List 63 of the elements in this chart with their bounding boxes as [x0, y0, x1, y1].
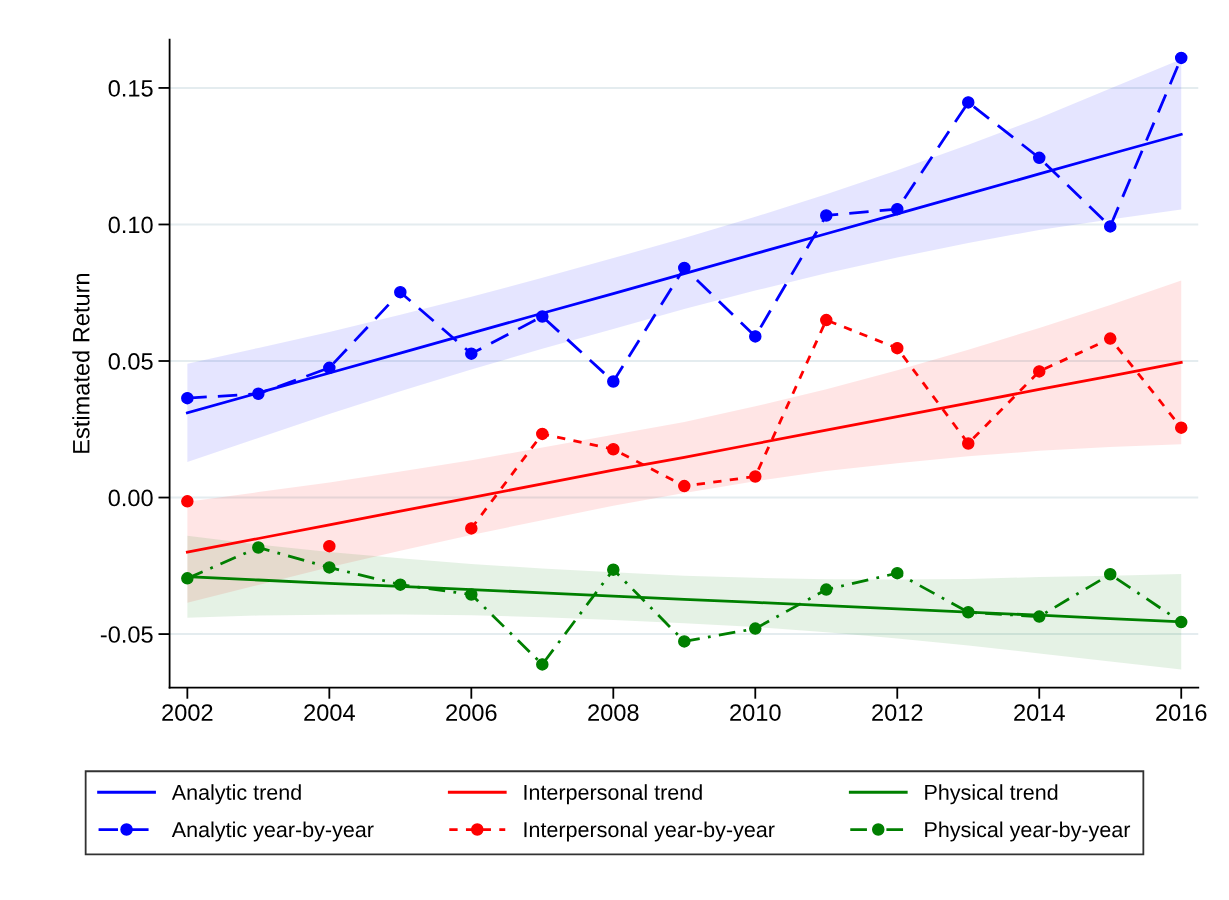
point	[1103, 568, 1117, 581]
point	[394, 578, 407, 591]
point	[465, 588, 478, 601]
legend-label: Analytic trend	[171, 784, 301, 805]
point	[181, 391, 194, 405]
point	[891, 202, 904, 216]
point	[1174, 421, 1188, 434]
point	[1033, 365, 1046, 378]
point	[678, 261, 691, 275]
y-tick-label: 0.05	[108, 353, 153, 370]
y-tick-label: -0.05	[100, 626, 153, 643]
point	[536, 658, 549, 671]
point	[820, 583, 833, 596]
point	[252, 387, 265, 401]
legend-label: Interpersonal year-by-year	[524, 821, 775, 842]
point	[323, 361, 336, 375]
point	[465, 522, 478, 535]
y-tick-label: 0.10	[108, 216, 153, 234]
point	[181, 495, 194, 508]
legend-label: Physical year-by-year	[925, 821, 1131, 842]
point	[749, 470, 762, 483]
point	[1033, 610, 1046, 623]
x-tick-label: 2006	[446, 704, 497, 721]
x-tick-label: 2002	[162, 704, 213, 721]
point	[749, 622, 762, 635]
point	[749, 330, 762, 343]
legend-label: Physical trend	[925, 784, 1058, 805]
point	[536, 310, 549, 323]
x-tick-label: 2008	[588, 704, 639, 721]
point	[1103, 220, 1117, 233]
point	[607, 442, 620, 456]
point	[394, 285, 407, 299]
point	[1174, 615, 1188, 629]
y-tick-label: 0.00	[108, 489, 153, 507]
point	[1174, 51, 1188, 65]
point	[962, 96, 975, 109]
y-tick-label: 0.15	[108, 80, 153, 97]
legend-label: Interpersonal trend	[524, 784, 702, 805]
x-tick-label: 2016	[1156, 704, 1207, 721]
y-axis-title: Estimated Return	[72, 273, 90, 453]
point	[181, 572, 194, 585]
point	[820, 209, 833, 222]
x-tick-label: 2012	[872, 704, 923, 721]
x-tick-label: 2014	[1014, 704, 1065, 721]
point	[252, 541, 265, 554]
point	[962, 605, 975, 619]
point	[323, 561, 336, 574]
point	[607, 563, 620, 576]
point	[678, 635, 691, 648]
point	[962, 437, 975, 450]
point	[891, 566, 904, 580]
x-tick-label: 2010	[730, 704, 781, 721]
legend-label: Analytic year-by-year	[171, 821, 374, 842]
x-tick-label: 2004	[304, 704, 355, 721]
point	[465, 347, 478, 360]
point	[323, 539, 336, 553]
point	[1033, 151, 1046, 165]
point	[891, 341, 904, 355]
point	[607, 375, 620, 388]
point	[536, 427, 549, 441]
point	[678, 479, 691, 493]
point	[820, 313, 833, 327]
point	[1103, 332, 1117, 345]
